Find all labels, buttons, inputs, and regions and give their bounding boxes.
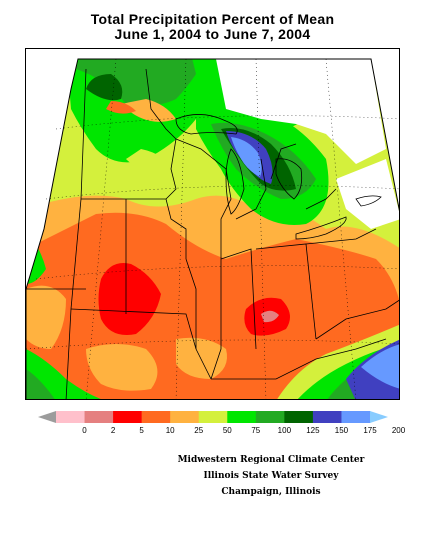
legend-swatch bbox=[198, 411, 228, 423]
legend-swatch bbox=[141, 411, 171, 423]
legend-swatch bbox=[312, 411, 342, 423]
legend-tick-label: 150 bbox=[334, 426, 349, 435]
legend-tick-label: 0 bbox=[82, 426, 87, 435]
legend-tick-label: 75 bbox=[251, 426, 261, 435]
legend-tick-label: 50 bbox=[222, 426, 232, 435]
legend-tick-label: 25 bbox=[194, 426, 204, 435]
legend-tick-label: 10 bbox=[165, 426, 175, 435]
legend-swatch bbox=[227, 411, 257, 423]
legend-tick-label: 125 bbox=[306, 426, 320, 435]
legend-tick-label: 2 bbox=[110, 426, 116, 435]
map-title-line2: June 1, 2004 to June 7, 2004 bbox=[114, 26, 311, 42]
legend-left-arrow bbox=[38, 411, 56, 423]
credit-line1: Midwestern Regional Climate Center bbox=[177, 455, 365, 465]
credit-line3: Champaign, Illinois bbox=[221, 487, 321, 497]
precipitation-map bbox=[25, 48, 400, 400]
legend-right-arrow bbox=[370, 411, 388, 423]
legend-swatch bbox=[170, 411, 200, 423]
legend-swatch bbox=[113, 411, 143, 423]
legend-swatch bbox=[255, 411, 285, 423]
domain-outline bbox=[26, 58, 399, 399]
credit-line2: Illinois State Water Survey bbox=[203, 471, 339, 481]
graticule bbox=[26, 58, 399, 399]
legend-tick-label: 175 bbox=[363, 426, 377, 435]
legend-swatch bbox=[56, 411, 86, 423]
legend-swatch bbox=[284, 411, 314, 423]
legend-swatch bbox=[341, 411, 371, 423]
state-boundaries bbox=[26, 68, 399, 399]
legend-tick-label: 100 bbox=[277, 426, 292, 435]
color-legend bbox=[38, 410, 388, 440]
map-title-line1: Total Precipitation Percent of Mean bbox=[90, 11, 335, 27]
legend-swatch bbox=[84, 411, 114, 423]
lake-outlines bbox=[175, 114, 382, 240]
legend-tick-label: 200 bbox=[391, 426, 406, 435]
legend-tick-label: 5 bbox=[139, 426, 144, 435]
